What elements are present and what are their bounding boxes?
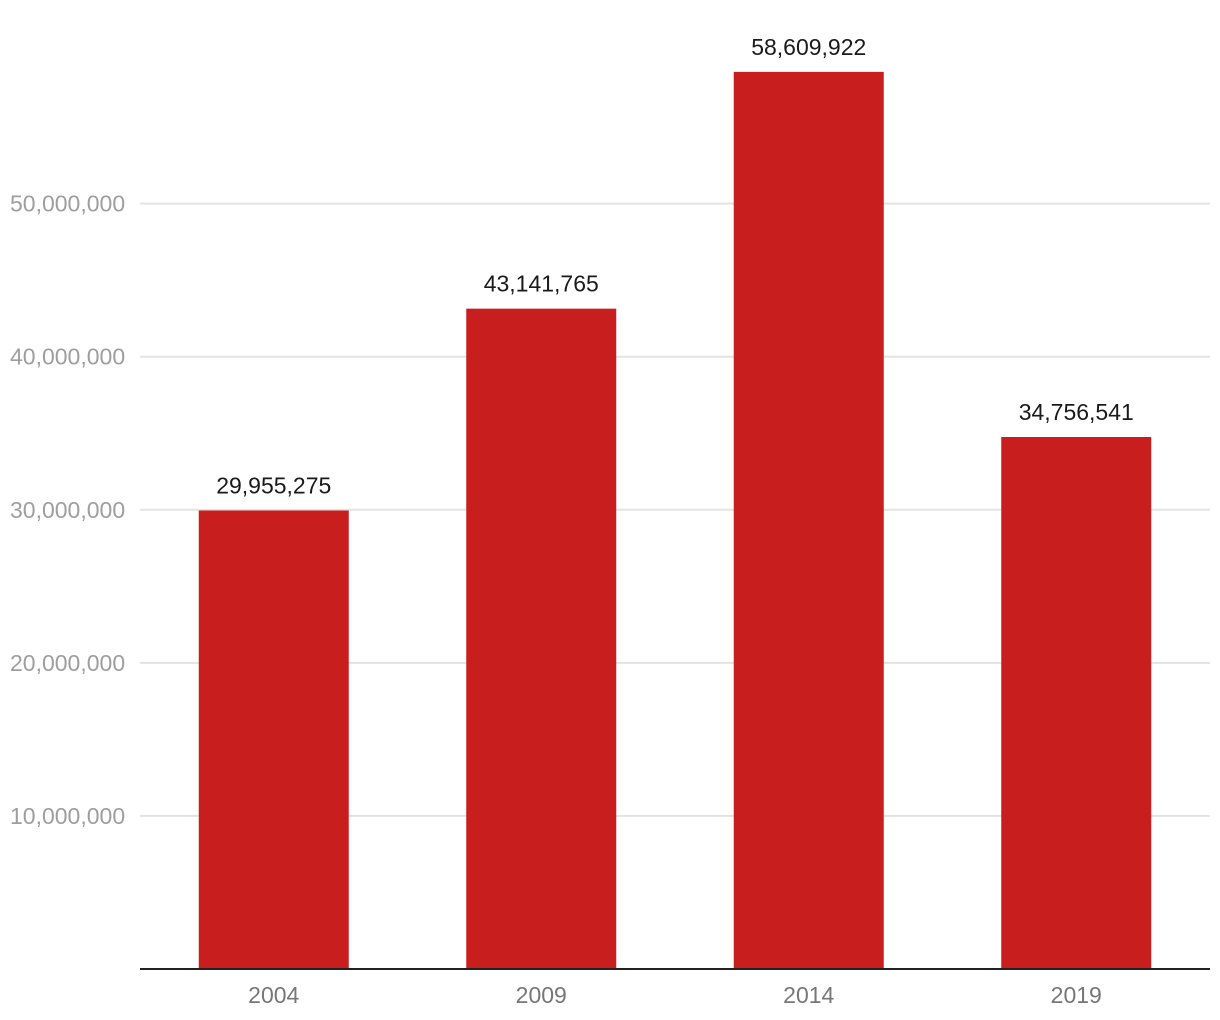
bar-2004	[198, 510, 349, 969]
y-tick-label: 40,000,000	[10, 344, 125, 370]
x-axis-tick-labels: 2004 2009 2014 2019	[248, 982, 1102, 1008]
bar-value-labels: 29,955,275 43,141,765 58,609,922 34,756,541	[216, 34, 1134, 499]
x-tick-label-2009: 2009	[516, 982, 567, 1008]
value-label-2014: 58,609,922	[751, 34, 866, 60]
value-label-2004: 29,955,275	[216, 472, 331, 498]
value-label-2019: 34,756,541	[1019, 399, 1134, 425]
bar-2014	[733, 71, 884, 969]
y-axis-tick-labels: 10,000,000 20,000,000 30,000,000 40,000,000…	[10, 191, 125, 829]
y-tick-label: 10,000,000	[10, 803, 125, 829]
bars	[198, 71, 1152, 969]
x-tick-label-2019: 2019	[1051, 982, 1102, 1008]
bar-2019	[1001, 437, 1152, 969]
y-tick-label: 20,000,000	[10, 650, 125, 676]
x-tick-label-2014: 2014	[783, 982, 834, 1008]
y-tick-label: 30,000,000	[10, 497, 125, 523]
y-tick-label: 50,000,000	[10, 191, 125, 217]
x-tick-label-2004: 2004	[248, 982, 299, 1008]
value-label-2009: 43,141,765	[484, 271, 599, 297]
bar-2009	[466, 308, 617, 969]
